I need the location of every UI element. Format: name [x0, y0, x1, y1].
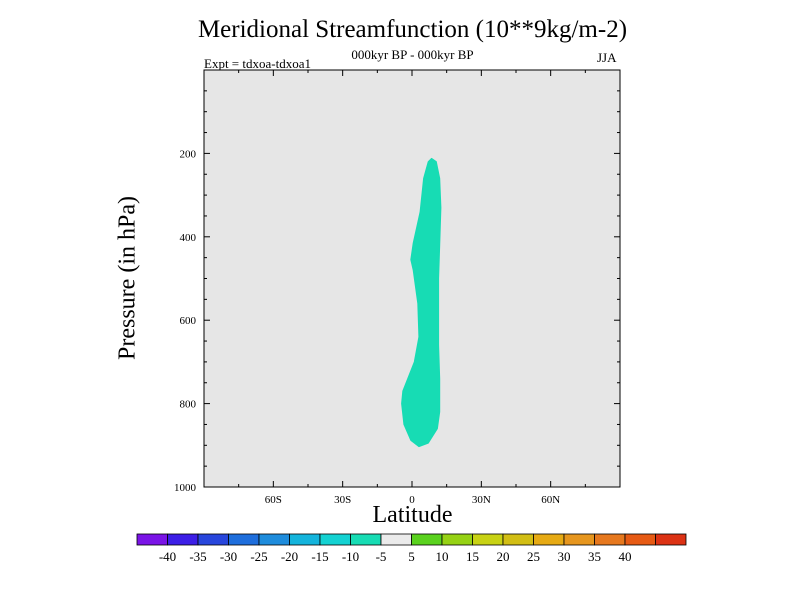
- colorbar-label: -5: [376, 549, 387, 564]
- colorbar-label: 25: [527, 549, 540, 564]
- chart-subtitle: 000kyr BP - 000kyr BP: [351, 47, 474, 62]
- season-label: JJA: [597, 50, 617, 65]
- colorbar-swatch: [350, 533, 382, 546]
- y-tick-label: 800: [180, 399, 197, 411]
- colorbar-label: -40: [159, 549, 176, 564]
- colorbar-label: 30: [558, 549, 571, 564]
- colorbar-swatch: [411, 533, 443, 546]
- y-tick-label: 1000: [174, 482, 197, 494]
- colorbar-label: 10: [436, 549, 449, 564]
- colorbar-label: 5: [408, 549, 415, 564]
- x-tick-label: 0: [409, 494, 415, 506]
- colorbar-swatch: [136, 533, 168, 546]
- colorbar-label: -15: [311, 549, 328, 564]
- colorbar-swatch: [167, 533, 199, 546]
- y-tick-label: 200: [180, 148, 197, 160]
- colorbar-swatch: [197, 533, 229, 546]
- colorbar-label: 20: [497, 549, 510, 564]
- colorbar-swatch: [380, 533, 412, 546]
- x-tick-label: 60N: [541, 494, 560, 506]
- colorbar-swatch: [502, 533, 534, 546]
- colorbar-swatch: [624, 533, 656, 546]
- x-axis-label: Latitude: [372, 502, 453, 528]
- colorbar-label: -10: [342, 549, 359, 564]
- colorbar-label: -20: [281, 549, 298, 564]
- colorbar-swatch: [289, 533, 321, 546]
- colorbar-swatch: [533, 533, 565, 546]
- colorbar-label: 15: [466, 549, 479, 564]
- colorbar-label: -25: [250, 549, 267, 564]
- colorbar-swatch: [563, 533, 595, 546]
- colorbar-swatch: [472, 533, 504, 546]
- colorbar-label: -30: [220, 549, 237, 564]
- x-tick-label: 30S: [334, 494, 351, 506]
- colorbar-swatch: [655, 533, 687, 546]
- experiment-label: Expt = tdxoa-tdxoa1: [204, 56, 311, 71]
- y-tick-label: 600: [180, 315, 197, 327]
- y-tick-label: 400: [180, 232, 197, 244]
- colorbar-label: -35: [189, 549, 206, 564]
- colorbar-swatch: [319, 533, 351, 546]
- colorbar-label: 40: [619, 549, 632, 564]
- contour-fill-region: [401, 157, 442, 448]
- chart-title: Meridional Streamfunction (10**9kg/m-2): [197, 16, 628, 43]
- colorbar-swatch: [228, 533, 260, 546]
- x-tick-label: 30N: [472, 494, 491, 506]
- colorbar-swatch: [258, 533, 290, 546]
- colorbar-swatch: [594, 533, 626, 546]
- colorbar-swatch: [441, 533, 473, 546]
- colorbar-label: 35: [588, 549, 601, 564]
- x-tick-label: 60S: [265, 494, 282, 506]
